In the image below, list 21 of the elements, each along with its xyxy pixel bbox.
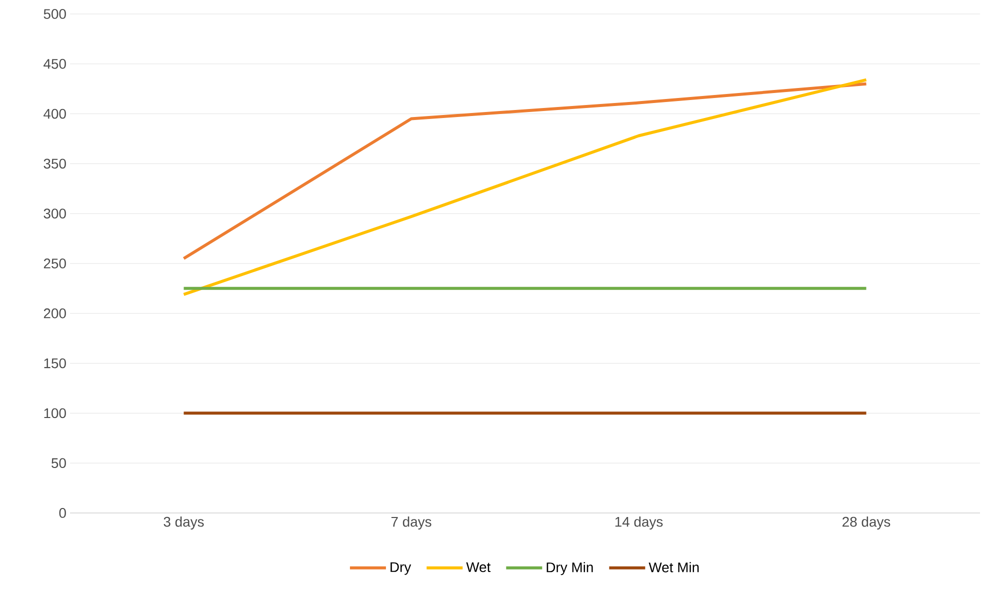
x-tick-label: 7 days: [391, 516, 432, 530]
legend-label: Wet Min: [648, 562, 699, 572]
y-tick-label: 300: [44, 208, 66, 219]
y-tick-label: 100: [44, 408, 66, 418]
legend-label: Wet: [466, 562, 491, 572]
x-tick-label: 28 days: [842, 516, 890, 530]
line-series: [182, 78, 868, 296]
y-tick-label: 450: [44, 58, 66, 69]
line-series: [182, 82, 868, 260]
legend-label: Dry Min: [546, 562, 593, 576]
y-tick-label: 400: [44, 108, 66, 119]
legend-label: Dry: [390, 562, 412, 575]
y-tick-label: 150: [44, 358, 66, 368]
y-tick-label: 350: [44, 158, 66, 169]
y-tick-label: 500: [44, 9, 66, 19]
y-tick-label: 50: [52, 458, 66, 468]
x-tick-label: 14 days: [615, 516, 663, 530]
y-tick-label: 250: [44, 258, 66, 268]
y-tick-label: 0: [59, 508, 66, 518]
x-tick-label: 3 days: [164, 516, 204, 530]
y-tick-label: 200: [44, 308, 66, 318]
